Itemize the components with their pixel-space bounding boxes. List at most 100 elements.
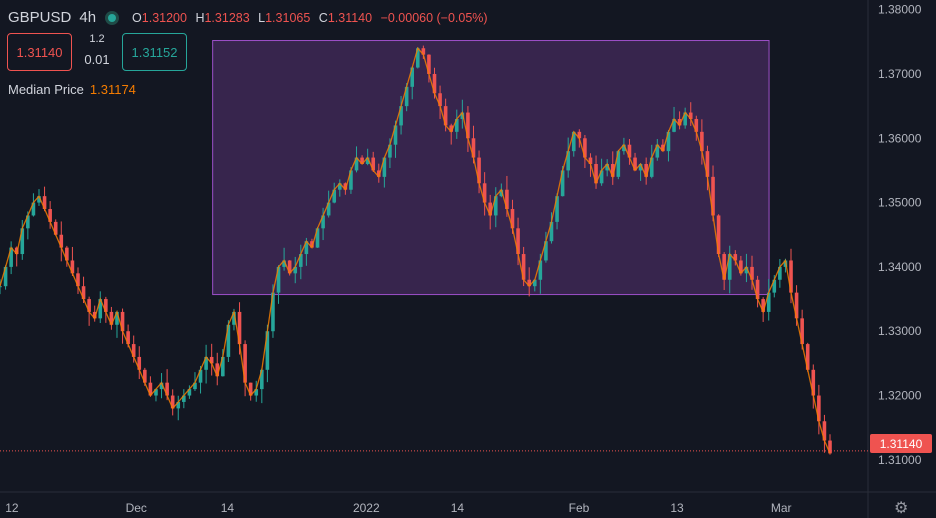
candle-body [583, 138, 587, 158]
candle-body [120, 311, 125, 332]
candle-body [98, 299, 103, 319]
indicator-name: Median Price [8, 82, 84, 97]
candle-body [154, 389, 158, 396]
candle-body [644, 164, 648, 177]
candle-body [382, 157, 387, 177]
chart-header: GBPUSD 4h O1.31200 H1.31283 L1.31065 C1.… [8, 9, 493, 26]
high-value: 1.31283 [204, 10, 250, 25]
x-tick-label: Dec [126, 501, 147, 515]
gear-icon[interactable]: ⚙ [894, 500, 909, 517]
candle-body [371, 157, 376, 171]
lot-size[interactable]: 0.01 [84, 52, 110, 67]
candle-body [789, 260, 793, 293]
candle-body [772, 279, 777, 293]
candle-body [187, 389, 192, 396]
candle-body [538, 260, 543, 280]
candle-body [337, 183, 342, 190]
candle-body [421, 48, 426, 55]
candle-body [672, 118, 676, 132]
candle-body [599, 170, 604, 184]
candle-body [688, 112, 693, 119]
candle-body [661, 144, 665, 152]
close-value: 1.31140 [327, 10, 373, 25]
candle-body [755, 279, 760, 300]
symbol-name[interactable]: GBPUSD [8, 9, 72, 26]
candle-body [293, 266, 298, 274]
candle-body [92, 311, 97, 319]
candle-body [828, 440, 832, 454]
annotation-rectangle [212, 40, 770, 296]
candle-body [315, 228, 320, 248]
candle-body [198, 369, 203, 383]
candle-body [521, 254, 526, 280]
candle-body [143, 369, 147, 383]
candle-body [0, 286, 2, 288]
candle-body [204, 356, 208, 370]
candle-body [170, 395, 175, 409]
y-tick-label: 1.35000 [878, 196, 922, 210]
candle-body [733, 254, 738, 261]
candle-body [176, 401, 181, 409]
buy-button[interactable]: 1.31152 [122, 33, 187, 71]
low-key: L [258, 10, 266, 25]
candle-body [104, 299, 108, 312]
candle-body [415, 48, 420, 68]
candle-body [817, 395, 821, 422]
indicator-value: 1.31174 [89, 82, 136, 97]
candle-body [427, 54, 431, 74]
candle-body [159, 382, 164, 390]
candle-body [555, 196, 559, 222]
indicator-legend[interactable]: Median Price 1.31174 [8, 82, 136, 97]
candle-body [48, 209, 52, 222]
candle-body [59, 234, 64, 248]
x-tick-label: 14 [221, 501, 235, 515]
median-price-line [0, 46, 831, 454]
candle-body [365, 157, 370, 164]
candle-body [800, 318, 804, 345]
candle-body [131, 344, 136, 357]
candle-body [482, 183, 487, 203]
candle-body [527, 279, 531, 287]
candle-body [716, 215, 721, 255]
candle-body [700, 131, 704, 152]
candle-body [109, 311, 114, 325]
candle-body [432, 73, 437, 94]
candle-body [165, 382, 169, 396]
candle-body [622, 144, 626, 152]
candle-body [193, 382, 197, 390]
candle-body [711, 176, 715, 216]
candle-body [805, 344, 810, 370]
candle-body [37, 196, 41, 203]
y-tick-label: 1.32000 [878, 389, 922, 403]
candle-body [265, 331, 270, 370]
candle-body [237, 311, 242, 345]
candle-body [14, 247, 19, 255]
candle-body [638, 164, 643, 171]
market-status-icon [108, 13, 117, 22]
candle-body [399, 106, 403, 126]
sell-button[interactable]: 1.31140 [7, 33, 72, 71]
candle-body [438, 93, 442, 107]
candle-body [388, 144, 392, 158]
last-price-tag: 1.31140 [870, 434, 932, 453]
candle-body [65, 247, 69, 261]
candle-body [260, 369, 264, 390]
timeframe-label[interactable]: 4h [79, 9, 97, 26]
change-value: −0.00060 (−0.05%) [380, 10, 488, 25]
candle-body [577, 131, 582, 139]
candle-body [811, 369, 816, 396]
candle-body [276, 266, 281, 293]
spread-value: 1.2 [89, 33, 105, 45]
candle-body [605, 164, 609, 171]
y-tick-label: 1.37000 [878, 67, 922, 81]
candle-body [243, 344, 247, 383]
candle-body [81, 286, 86, 300]
candle-body [493, 196, 498, 216]
candle-body [694, 118, 699, 132]
candle-body [594, 164, 598, 184]
candle-body [42, 196, 47, 210]
candle-body [393, 125, 398, 145]
candle-body [354, 157, 359, 171]
candle-body [410, 67, 415, 87]
